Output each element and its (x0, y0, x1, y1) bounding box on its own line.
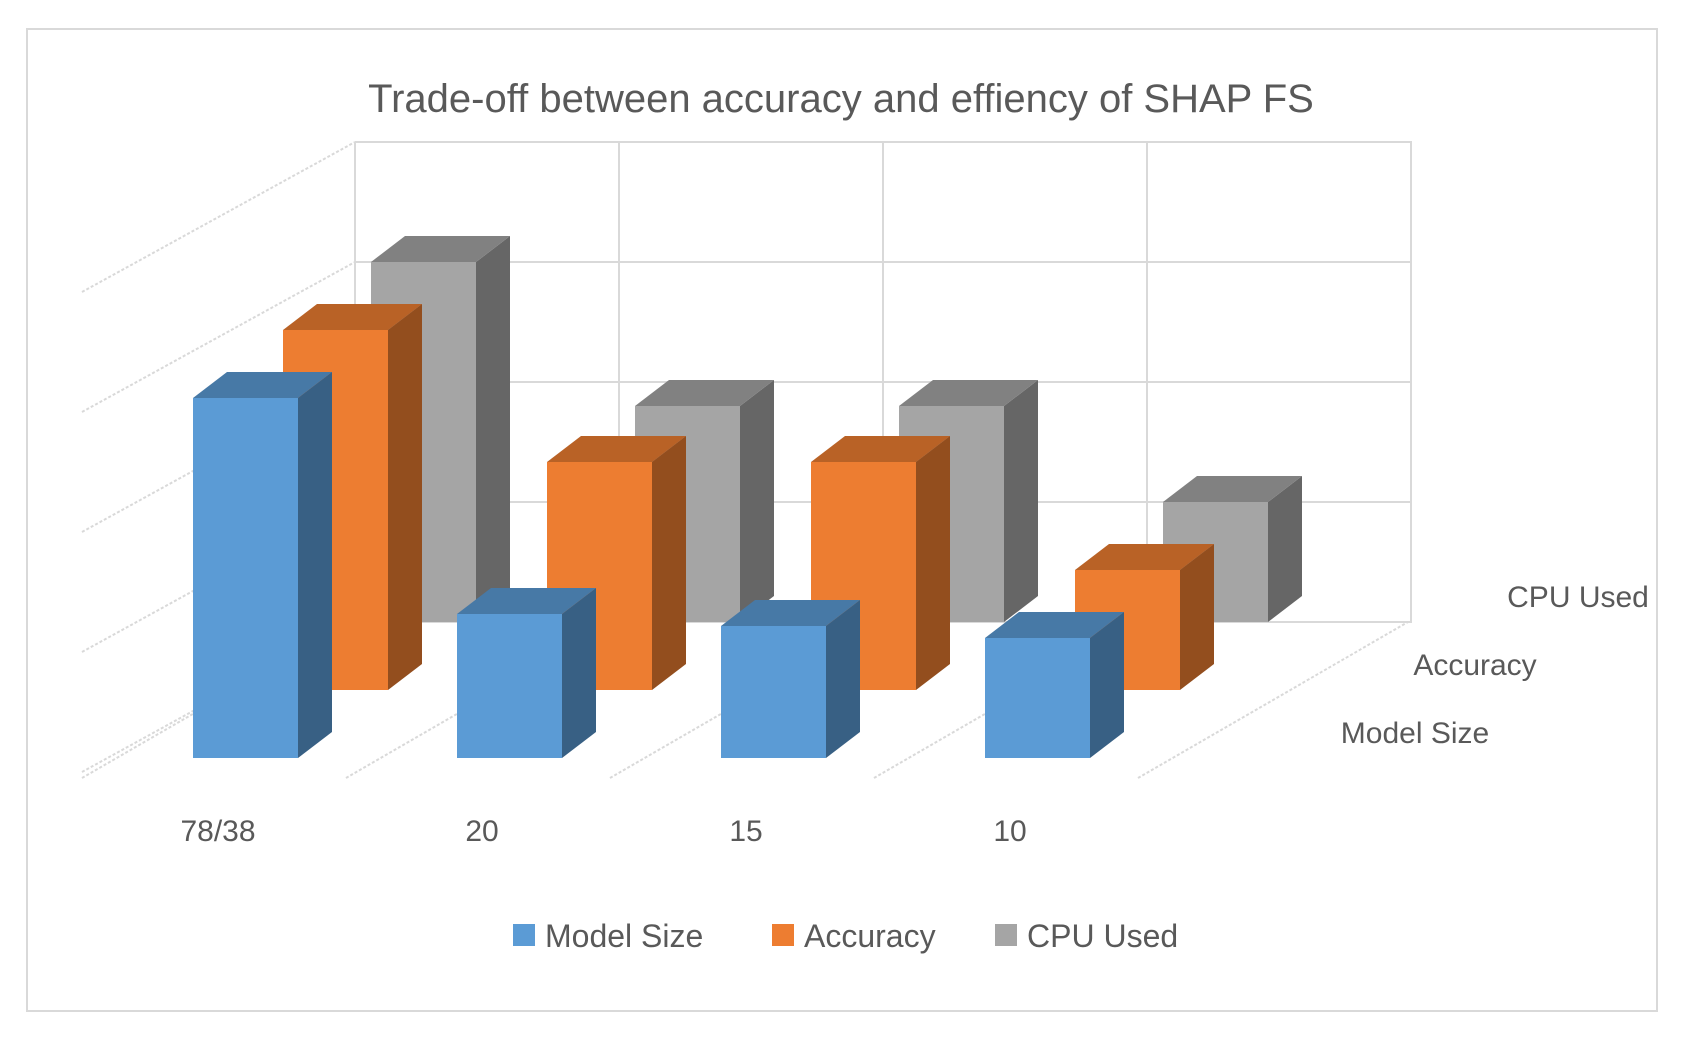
depth-axis-label: Accuracy (1413, 649, 1536, 682)
bar-side-face (740, 380, 774, 622)
chart-legend: Model Size Accuracy CPU Used (513, 918, 1178, 954)
depth-axis-label: CPU Used (1507, 581, 1649, 614)
bar-side-face (476, 236, 510, 622)
bar-model-size-1 (457, 588, 596, 758)
bar-model-size-3 (985, 612, 1124, 758)
legend-label: CPU Used (1027, 918, 1178, 954)
x-tick-label: 78/38 (180, 815, 255, 848)
bar-side-face (916, 436, 950, 690)
bar-side-face (388, 304, 422, 690)
legend-swatch (513, 924, 535, 946)
bar-side-face (1090, 612, 1124, 758)
legend-swatch (772, 924, 794, 946)
bar-top-face (371, 236, 510, 262)
bar-top-face (635, 380, 774, 406)
bar-side-face (298, 372, 332, 758)
chart-title: Trade-off between accuracy and effiency … (368, 77, 1314, 121)
x-tick-label: 20 (465, 815, 498, 848)
bar-top-face (1163, 476, 1302, 502)
bar-top-face (899, 380, 1038, 406)
bar-side-face (652, 436, 686, 690)
bar-top-face (811, 436, 950, 462)
gridline-side (81, 141, 356, 293)
bar-top-face (1075, 544, 1214, 570)
bar-model-size-0 (193, 372, 332, 758)
bar-front-face (193, 398, 298, 758)
gridline-floor (1137, 621, 1409, 779)
bar-top-face (457, 588, 596, 614)
bar-front-face (457, 614, 562, 758)
legend-label: Accuracy (804, 918, 936, 954)
bar-top-face (283, 304, 422, 330)
bar-side-face (562, 588, 596, 758)
chart-bars (193, 236, 1302, 758)
bar-side-face (826, 600, 860, 758)
bar-side-face (1004, 380, 1038, 622)
bar-side-face (1268, 476, 1302, 622)
legend-swatch (995, 924, 1017, 946)
bar-front-face (721, 626, 826, 758)
bar-top-face (721, 600, 860, 626)
gridline-side (81, 261, 356, 413)
bar-side-face (1180, 544, 1214, 690)
bar-top-face (985, 612, 1124, 638)
legend-label: Model Size (545, 918, 703, 954)
depth-axis-label: Model Size (1341, 717, 1489, 750)
bar-top-face (193, 372, 332, 398)
bar-model-size-2 (721, 600, 860, 758)
bar-front-face (985, 638, 1090, 758)
chart-axis-labels: 78/38 20 15 10 Model Size Accuracy CPU Used (180, 581, 1648, 848)
bar-top-face (547, 436, 686, 462)
x-tick-label: 10 (993, 815, 1026, 848)
x-tick-label: 15 (729, 815, 762, 848)
